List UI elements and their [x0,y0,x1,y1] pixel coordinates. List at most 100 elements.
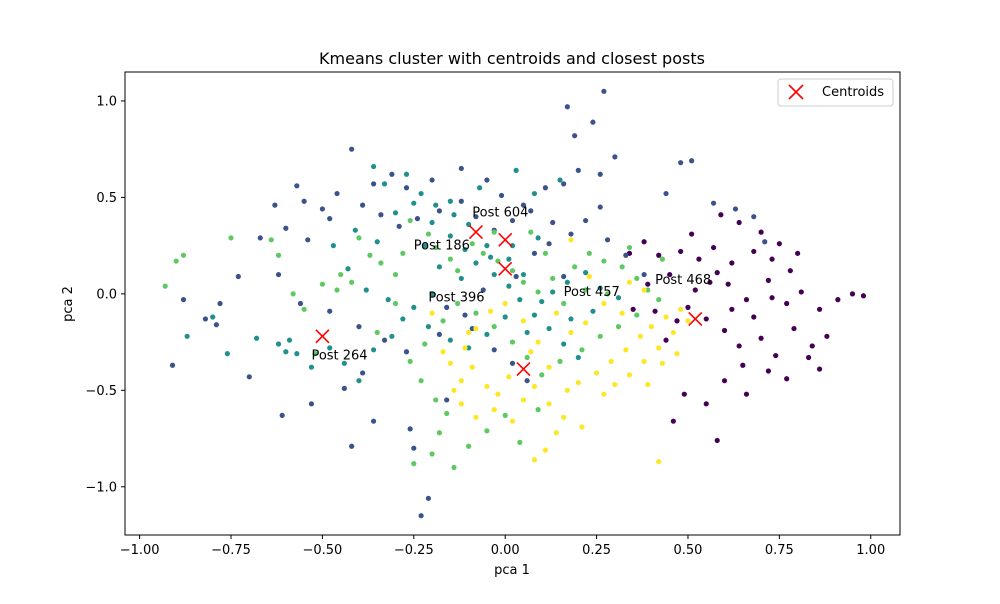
data-point-cluster-2 [531,312,538,318]
data-point-cluster-4 [663,314,669,320]
data-point-cluster-2 [583,270,589,276]
data-point-cluster-1 [381,337,388,343]
data-point-cluster-3 [455,300,461,307]
data-point-cluster-0 [816,306,823,312]
data-point-cluster-1 [509,360,516,366]
data-point-cluster-4 [451,387,457,393]
data-point-cluster-1 [568,231,574,237]
data-point-cluster-2 [550,289,556,295]
data-point-cluster-0 [685,304,691,310]
data-point-cluster-3 [268,237,274,243]
data-point-cluster-0 [718,212,724,218]
data-point-cluster-1 [360,202,366,208]
data-point-cluster-2 [502,314,508,320]
data-point-cluster-3 [433,397,439,403]
data-point-cluster-3 [484,428,490,434]
data-point-cluster-2 [487,254,494,260]
data-point-cluster-2 [462,246,468,253]
data-point-cluster-4 [641,287,647,293]
data-point-cluster-2 [517,297,523,303]
data-point-cluster-2 [254,335,260,341]
centroid-marker [315,329,330,344]
data-point-cluster-2 [283,349,289,355]
data-point-cluster-3 [535,289,541,295]
data-point-cluster-4 [462,345,468,351]
data-point-cluster-4 [495,391,501,397]
data-point-cluster-1 [524,378,530,384]
data-point-cluster-0 [806,354,812,361]
data-point-cluster-1 [294,183,300,189]
data-point-cluster-1 [370,418,377,424]
centroid-marker [516,362,531,377]
x-tick-label: −0.50 [302,543,342,558]
data-point-cluster-4 [487,308,494,314]
data-point-cluster-1 [623,252,629,258]
data-point-cluster-2 [341,360,347,366]
data-point-cluster-1 [572,133,578,139]
data-point-cluster-2 [476,185,483,191]
data-point-cluster-0 [816,366,823,372]
centroid-annotation: Post 604 [472,206,528,221]
data-point-cluster-0 [835,297,841,303]
data-point-cluster-0 [736,343,742,349]
data-point-cluster-2 [224,351,230,357]
data-point-cluster-2 [531,190,538,197]
data-point-cluster-2 [345,266,351,272]
data-point-cluster-0 [725,281,731,287]
data-point-cluster-0 [678,248,684,255]
data-point-cluster-3 [455,268,461,274]
data-point-cluster-4 [509,418,516,424]
data-point-cluster-3 [615,324,622,330]
data-point-cluster-3 [418,378,424,384]
data-point-cluster-0 [692,287,698,293]
data-point-cluster-2 [506,283,512,289]
data-point-cluster-1 [403,349,410,355]
x-tick-label: −0.25 [394,543,434,558]
data-point-cluster-2 [294,351,300,357]
data-point-cluster-2 [557,177,563,183]
data-point-cluster-3 [473,310,479,316]
chart-title: Kmeans cluster with centroids and closes… [319,49,705,68]
data-point-cluster-1 [590,119,596,125]
data-point-cluster-1 [396,223,402,229]
data-point-cluster-4 [542,447,549,453]
data-point-cluster-1 [462,312,468,318]
data-point-cluster-1 [444,397,450,403]
data-point-cluster-2 [352,227,358,233]
data-point-cluster-4 [553,310,559,316]
data-point-cluster-4 [458,401,464,407]
data-point-cluster-2 [484,243,490,249]
data-point-cluster-1 [180,297,187,303]
data-point-cluster-3 [597,333,603,339]
x-tick-label: 0.00 [491,543,520,558]
data-point-cluster-4 [561,414,567,420]
data-point-cluster-3 [162,283,168,289]
data-point-cluster-3 [634,275,640,282]
centroid-marker [468,225,484,240]
data-point-cluster-3 [180,252,187,258]
data-point-cluster-2 [466,345,472,351]
data-point-cluster-4 [546,364,552,370]
data-point-cluster-3 [550,275,556,282]
data-point-cluster-0 [729,260,735,266]
data-point-cluster-3 [433,244,439,251]
data-point-cluster-1 [528,208,534,214]
data-point-cluster-1 [370,181,377,187]
data-point-cluster-0 [736,219,742,226]
data-point-cluster-2 [429,291,435,297]
data-point-cluster-1 [275,271,282,278]
data-point-cluster-3 [604,291,611,297]
data-point-cluster-0 [641,239,647,245]
data-point-cluster-2 [539,298,545,305]
data-point-cluster-0 [681,391,687,397]
data-point-cluster-3 [480,250,486,256]
data-point-cluster-1 [710,200,717,206]
data-point-cluster-2 [447,233,453,239]
y-tick-label: −1.0 [85,480,117,495]
data-point-cluster-1 [213,322,219,328]
data-point-cluster-1 [458,198,464,204]
data-point-cluster-1 [378,212,384,218]
data-point-cluster-4 [659,360,665,366]
x-axis: −1.00 −0.75 −0.50 −0.25 0.00 0.25 0.50 0.75 1.00 [120,535,885,558]
data-point-cluster-2 [484,331,490,337]
